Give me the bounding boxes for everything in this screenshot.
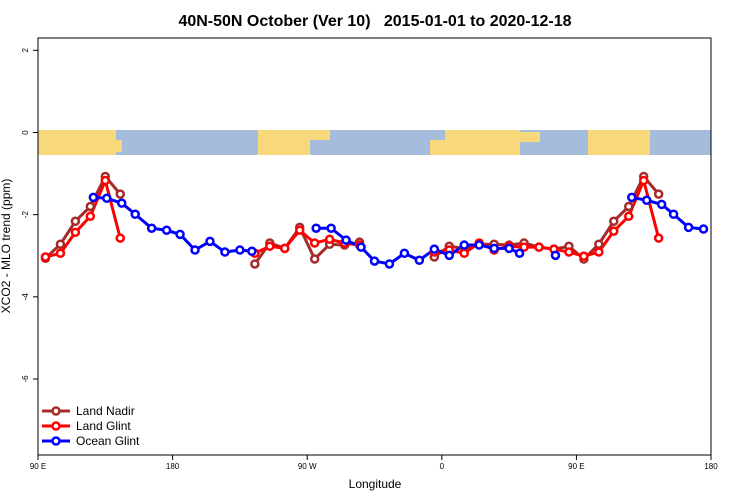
legend-label: Land Nadir: [76, 404, 135, 418]
legend-marker: [51, 436, 61, 446]
data-point: [519, 242, 529, 252]
x-axis-label: Longitude: [349, 477, 402, 491]
data-point: [100, 175, 111, 186]
x-tick-label: 180: [166, 462, 180, 471]
data-point: [102, 193, 112, 203]
land-band: [310, 130, 330, 140]
y-tick-label: 2: [21, 48, 30, 53]
data-point: [88, 192, 99, 203]
data-point: [656, 199, 667, 210]
data-point: [638, 175, 649, 186]
data-point: [40, 252, 51, 262]
data-point: [594, 247, 604, 257]
data-point: [369, 256, 380, 266]
data-point: [564, 247, 574, 257]
legend-label: Land Glint: [76, 419, 131, 433]
data-point: [311, 223, 321, 233]
data-point: [55, 248, 66, 259]
data-point: [356, 242, 366, 252]
data-point: [235, 245, 245, 255]
data-point: [594, 239, 604, 249]
data-point: [626, 192, 637, 203]
data-point: [324, 234, 335, 245]
data-point: [444, 250, 455, 261]
x-tick-label: 90 E: [568, 462, 584, 471]
data-point: [115, 233, 126, 243]
land-band: [588, 130, 650, 155]
data-point: [55, 239, 66, 249]
y-tick-label: -6: [21, 375, 30, 383]
land-band: [116, 140, 122, 152]
data-point: [623, 201, 634, 212]
data-point: [534, 242, 544, 252]
data-point: [414, 255, 425, 266]
data-point: [146, 223, 157, 233]
data-point: [280, 243, 290, 254]
data-point: [514, 248, 525, 259]
data-point: [641, 195, 652, 206]
data-point: [474, 240, 484, 250]
land-band: [445, 130, 520, 155]
data-point: [653, 233, 664, 243]
data-point: [250, 259, 260, 269]
y-axis-label: XCO2 - MLO trend (ppm): [0, 179, 13, 314]
data-point: [130, 209, 140, 219]
data-point: [265, 241, 275, 252]
land-band: [520, 132, 540, 142]
data-point: [309, 238, 320, 248]
x-tick-label: 0: [440, 462, 445, 471]
data-point: [85, 211, 96, 222]
data-point: [459, 248, 469, 259]
data-point: [609, 216, 619, 226]
data-point: [489, 243, 499, 254]
data-point: [459, 240, 469, 250]
map-band: [38, 130, 711, 155]
data-point: [683, 222, 694, 233]
data-point: [698, 224, 709, 234]
data-point: [384, 259, 395, 269]
legend-marker: [51, 406, 61, 416]
data-point: [205, 236, 215, 247]
data-point: [70, 227, 81, 238]
data-point: [341, 235, 351, 245]
y-tick-label: -2: [21, 211, 30, 219]
plot-frame: [37, 37, 712, 456]
data-point: [70, 216, 81, 226]
data-point: [429, 244, 440, 254]
data-point: [326, 223, 336, 233]
data-point: [247, 246, 257, 256]
x-tick-label: 180: [704, 462, 718, 471]
chart-title: 40N-50N October (Ver 10) 2015-01-01 to 2…: [178, 13, 571, 30]
data-point: [190, 245, 200, 255]
data-point: [653, 189, 664, 199]
data-point: [294, 225, 305, 236]
land-band: [430, 140, 445, 155]
y-tick-label: 0: [21, 130, 30, 135]
data-point: [623, 211, 634, 222]
land-band: [258, 130, 310, 155]
data-point: [117, 198, 127, 208]
data-point: [115, 189, 126, 199]
data-point: [161, 225, 172, 236]
data-point: [609, 226, 619, 236]
land-band: [38, 130, 116, 155]
y-tick-label: -4: [21, 293, 30, 301]
x-tick-label: 90 W: [298, 462, 317, 471]
data-point: [550, 250, 561, 261]
data-point: [668, 209, 679, 219]
data-point: [579, 251, 589, 261]
x-tick-label: 90 E: [30, 462, 46, 471]
data-point: [309, 254, 320, 264]
data-point: [85, 201, 96, 212]
legend-marker: [51, 421, 61, 431]
data-point: [399, 248, 410, 259]
data-point: [220, 247, 230, 257]
data-point: [504, 243, 514, 254]
legend-label: Ocean Glint: [76, 434, 140, 448]
data-point: [175, 229, 185, 240]
